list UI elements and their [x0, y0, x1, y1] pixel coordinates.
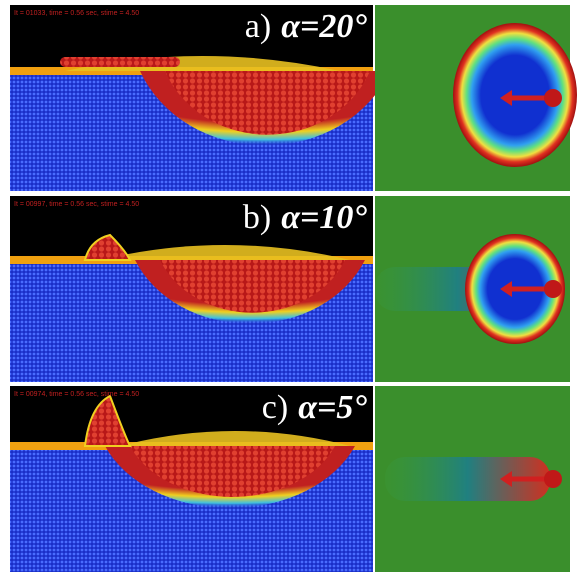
angle-label: α=5° — [298, 389, 367, 426]
ejecta-hump — [100, 245, 350, 260]
arrow-head — [500, 281, 512, 297]
panel-label: b) α=10° — [243, 199, 368, 236]
sim-info: It = 00974, time = 0.56 sec, stime = 4.5… — [14, 391, 139, 398]
angle-label: α=10° — [281, 199, 367, 236]
projectile — [544, 280, 562, 298]
crater-particles — [165, 71, 370, 135]
panel-label: a) α=20° — [245, 8, 368, 45]
splash — [83, 394, 132, 447]
sim-info: It = 00997, time = 0.56 sec, stime = 4.5… — [14, 201, 139, 208]
arrow-head — [500, 471, 512, 487]
panel: b) α=10° It = 00997, time = 0.56 sec, stim… — [10, 196, 570, 382]
arrow-head — [500, 90, 512, 106]
projectile — [544, 89, 562, 107]
panel-letter: c) — [262, 389, 288, 426]
panel-label: c) α=5° — [262, 389, 368, 426]
projectile — [544, 470, 562, 488]
crater-particles — [130, 446, 335, 497]
panel: a) α=20° It = 01033, time = 0.56 sec, stim… — [10, 5, 577, 191]
panel-letter: b) — [243, 199, 271, 236]
projectile-row — [60, 57, 180, 67]
sim-info: It = 01033, time = 0.56 sec, stime = 4.5… — [14, 10, 139, 17]
panel-letter: a) — [245, 8, 271, 45]
cavity — [453, 23, 577, 167]
splash — [83, 233, 132, 261]
angle-label: α=20° — [281, 8, 367, 45]
panel: c) α=5° It = 00974, time = 0.56 sec, stime… — [10, 386, 570, 572]
ejecta-hump — [120, 431, 350, 446]
crater-particles — [160, 260, 345, 313]
wake — [385, 457, 550, 501]
